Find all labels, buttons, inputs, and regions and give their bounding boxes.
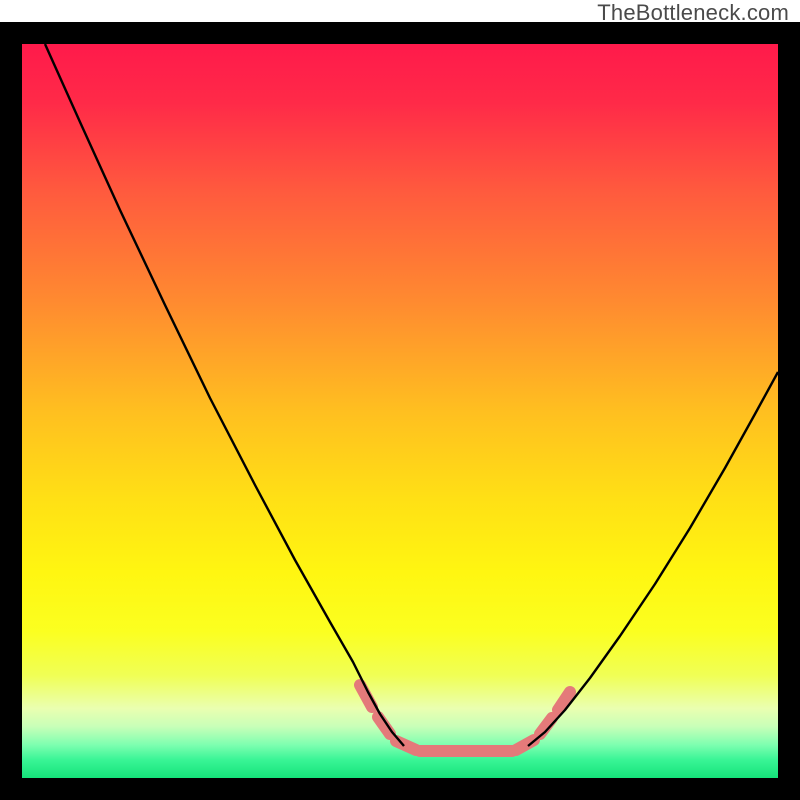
bottom-marker-group xyxy=(360,685,570,751)
bottom-marker-segment xyxy=(396,741,416,750)
bottom-marker-segment xyxy=(516,740,534,750)
plot-area xyxy=(22,44,778,778)
curve-layer xyxy=(22,44,778,778)
curve-left-branch xyxy=(45,44,404,746)
chart-stage: TheBottleneck.com xyxy=(0,0,800,800)
